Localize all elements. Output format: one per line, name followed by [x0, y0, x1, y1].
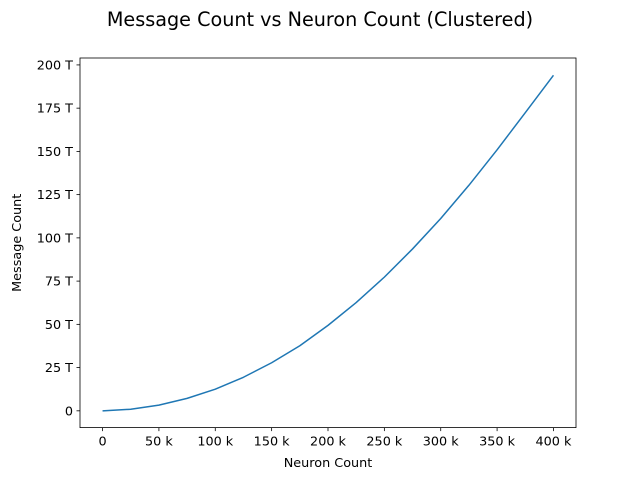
y-tick-label: 100 T [37, 231, 73, 246]
series-line [102, 74, 555, 412]
x-tick-label: 350 k [479, 435, 515, 450]
chart-title: Message Count vs Neuron Count (Clustered… [107, 8, 533, 31]
y-tick-label: 75 T [45, 275, 73, 290]
y-tick-label: 25 T [45, 361, 73, 376]
x-tick-label: 400 k [536, 435, 572, 450]
plot-frame [79, 57, 577, 429]
y-axis: 0 25 T 50 T 75 T 100 T 125 T 150 T 175 T 200 T [37, 58, 80, 419]
y-tick-label: 175 T [37, 102, 73, 117]
x-axis-label: Neuron Count [284, 456, 373, 471]
plot-area [79, 57, 577, 429]
y-tick-label: 0 [65, 404, 73, 419]
y-tick-label: 125 T [37, 188, 73, 203]
y-axis-label: Message Count [10, 194, 25, 292]
x-tick-label: 150 k [254, 435, 290, 450]
x-axis: 0 50 k 100 k 150 k 200 k 250 k 300 k 350 k 400 k [98, 427, 572, 450]
y-tick-label: 200 T [37, 58, 73, 73]
x-tick-label: 200 k [310, 435, 346, 450]
x-tick-label: 300 k [423, 435, 459, 450]
y-tick-label: 150 T [37, 145, 73, 160]
x-tick-label: 50 k [145, 435, 173, 450]
x-tick-label: 100 k [197, 435, 233, 450]
y-tick-label: 50 T [45, 318, 73, 333]
x-tick-label: 250 k [366, 435, 402, 450]
x-tick-label: 0 [98, 435, 106, 450]
